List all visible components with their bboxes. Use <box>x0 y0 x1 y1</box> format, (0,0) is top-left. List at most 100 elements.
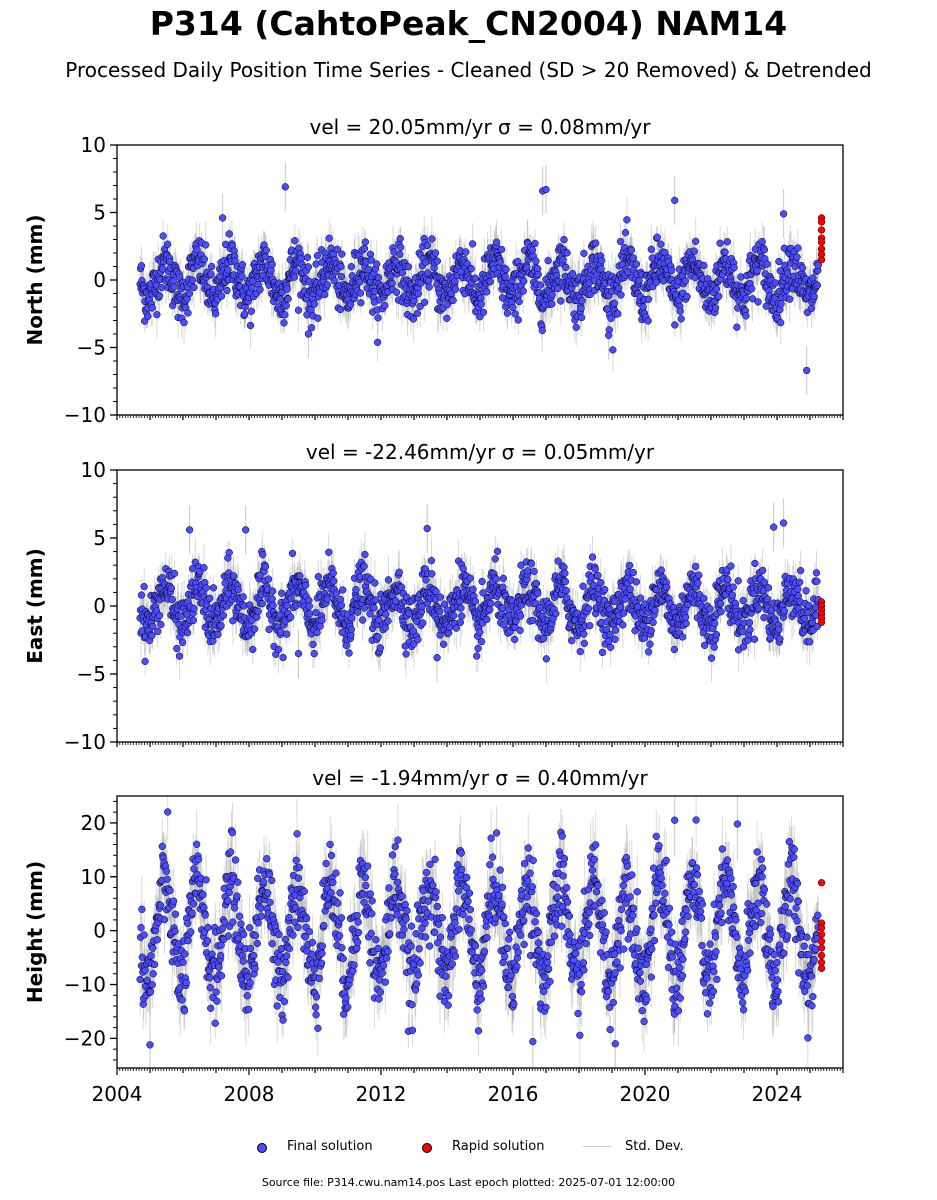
final-solution-point <box>154 627 162 636</box>
final-solution-point <box>514 316 522 324</box>
final-solution-point <box>189 616 198 625</box>
final-solution-point <box>813 281 821 289</box>
final-solution-point <box>786 295 794 303</box>
final-solution-point <box>180 319 188 327</box>
final-solution-point <box>355 278 364 286</box>
y-tick-label: 5 <box>93 201 106 225</box>
final-solution-point <box>240 310 249 318</box>
final-solution-point <box>381 301 389 310</box>
final-solution-point <box>294 306 303 314</box>
y-tick-label: 10 <box>81 133 106 157</box>
final-solution-point <box>141 657 149 666</box>
final-solution-point <box>496 258 504 266</box>
final-solution-point <box>153 310 161 319</box>
final-solution-point <box>477 300 485 308</box>
final-solution-point <box>639 303 647 311</box>
final-solution-point <box>238 261 246 269</box>
final-solution-point <box>644 317 652 325</box>
final-solution-point <box>578 297 586 305</box>
final-solution-point <box>224 266 232 274</box>
final-solution-point <box>207 262 216 271</box>
final-solution-point <box>793 253 801 261</box>
final-solution-point <box>609 346 617 354</box>
final-solution-point <box>635 277 643 285</box>
final-solution-point <box>548 290 556 299</box>
final-solution-point <box>627 246 636 254</box>
final-solution-point <box>449 296 457 305</box>
plot-area <box>136 498 826 683</box>
final-solution-point <box>175 652 184 660</box>
final-solution-point <box>497 245 506 254</box>
final-solution-point <box>653 233 661 241</box>
final-solution-point <box>404 263 413 271</box>
final-solution-point <box>185 289 194 298</box>
final-solution-point <box>140 582 148 591</box>
final-solution-point <box>712 285 721 293</box>
final-solution-point <box>542 185 550 194</box>
final-solution-point <box>652 278 660 287</box>
final-solution-point <box>557 297 565 305</box>
final-solution-point <box>282 302 290 310</box>
final-solution-point <box>313 252 322 260</box>
final-solution-point <box>291 237 299 245</box>
final-solution-point <box>284 295 292 303</box>
final-solution-point <box>681 277 689 285</box>
final-solution-point <box>290 273 299 281</box>
final-solution-point <box>794 244 802 252</box>
final-solution-point <box>304 330 313 338</box>
final-solution-point <box>238 272 246 280</box>
rapid-solution-point <box>817 238 826 246</box>
final-solution-point <box>544 256 552 265</box>
final-solution-point <box>421 298 429 306</box>
final-solution-point <box>671 196 679 205</box>
final-solution-point <box>373 338 382 347</box>
time-series-figure: −10 −5 0 5 10 vel = 20.05mm/yr σ = 0.08mm/yr N… <box>23 115 844 1106</box>
final-solution-point <box>338 250 346 258</box>
final-solution-point <box>397 243 405 252</box>
y-tick-label: −5 <box>77 336 106 360</box>
y-axis-label: North (mm) <box>23 214 47 345</box>
final-solution-point <box>276 295 284 303</box>
final-solution-point <box>532 257 540 265</box>
final-solution-point <box>777 319 785 327</box>
final-solution-point <box>218 214 227 222</box>
final-solution-point <box>610 299 618 307</box>
final-solution-point <box>159 265 167 273</box>
final-solution-point <box>262 246 270 254</box>
final-solution-point <box>730 263 738 272</box>
final-solution-point <box>323 281 332 289</box>
final-solution-point <box>225 230 233 238</box>
final-solution-point <box>617 291 625 299</box>
final-solution-point <box>771 279 779 287</box>
final-solution-point <box>676 307 684 315</box>
final-solution-point <box>615 284 623 292</box>
final-solution-point <box>471 274 479 282</box>
final-solution-point <box>572 323 580 331</box>
final-solution-point <box>361 238 370 246</box>
final-solution-point <box>414 290 422 298</box>
final-solution-point <box>333 245 341 253</box>
rapid-solution-point <box>817 256 826 264</box>
final-solution-point <box>433 257 441 265</box>
final-solution-point <box>607 314 615 323</box>
final-solution-point <box>577 304 585 313</box>
final-solution-point <box>373 260 381 268</box>
final-solution-point <box>715 292 723 300</box>
final-solution-point <box>548 300 556 308</box>
final-solution-point <box>462 248 470 256</box>
figure-subtitle: Processed Daily Position Time Series - C… <box>65 58 872 82</box>
final-solution-point <box>374 273 383 282</box>
final-solution-point <box>716 239 724 247</box>
final-solution-point <box>184 309 192 317</box>
final-solution-point <box>170 569 179 578</box>
final-solution-point <box>763 260 771 268</box>
final-solution-point <box>671 321 679 329</box>
final-solution-point <box>248 284 256 292</box>
final-solution-point <box>721 248 729 256</box>
final-solution-point <box>431 249 440 257</box>
final-solution-point <box>482 288 491 296</box>
final-solution-point <box>178 638 187 647</box>
final-solution-point <box>190 604 198 613</box>
final-solution-point <box>597 256 606 265</box>
final-solution-point <box>560 235 568 244</box>
